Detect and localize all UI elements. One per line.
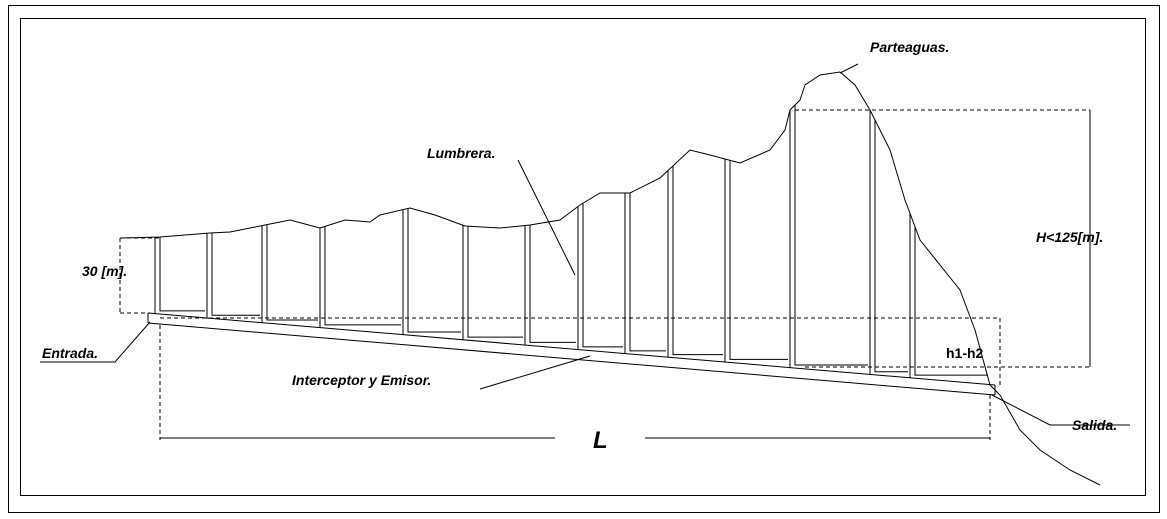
- leader: [479, 355, 591, 390]
- label: Entrada.: [42, 345, 98, 361]
- height-dimension: [795, 109, 1090, 368]
- shaft: [869, 110, 908, 375]
- tunnel: [147, 312, 996, 396]
- shaft: [577, 203, 623, 350]
- outer-frame: [8, 5, 1160, 513]
- shaft: [402, 208, 461, 335]
- shaft: [154, 237, 205, 314]
- label: Parteaguas.: [870, 39, 949, 55]
- leader: [839, 63, 859, 74]
- artwork: [119, 71, 1101, 486]
- label: H<125[m].: [1036, 229, 1103, 245]
- shaft: [524, 225, 576, 345]
- inner-frame: [20, 18, 1146, 496]
- leader: [40, 321, 151, 363]
- label: Salida.: [1072, 417, 1117, 433]
- shaft: [624, 193, 666, 354]
- leader: [991, 394, 1130, 426]
- label: Interceptor y Emisor.: [292, 372, 431, 388]
- shaft: [909, 213, 988, 378]
- label: 30 [m].: [82, 263, 127, 279]
- label: L: [593, 427, 608, 454]
- shaft: [462, 225, 523, 340]
- length-extensions: [159, 325, 991, 440]
- head-dimension: [160, 317, 1001, 385]
- label: h1-h2: [946, 345, 984, 361]
- shaft: [724, 159, 788, 362]
- label: Lumbrera.: [427, 145, 495, 161]
- terrain: [119, 71, 1101, 486]
- shaft: [319, 226, 401, 328]
- leader: [517, 159, 576, 276]
- shaft: [261, 224, 318, 323]
- depth-dimension: [119, 237, 160, 314]
- shaft: [667, 165, 723, 358]
- shaft: [206, 232, 260, 318]
- shaft: [789, 105, 868, 368]
